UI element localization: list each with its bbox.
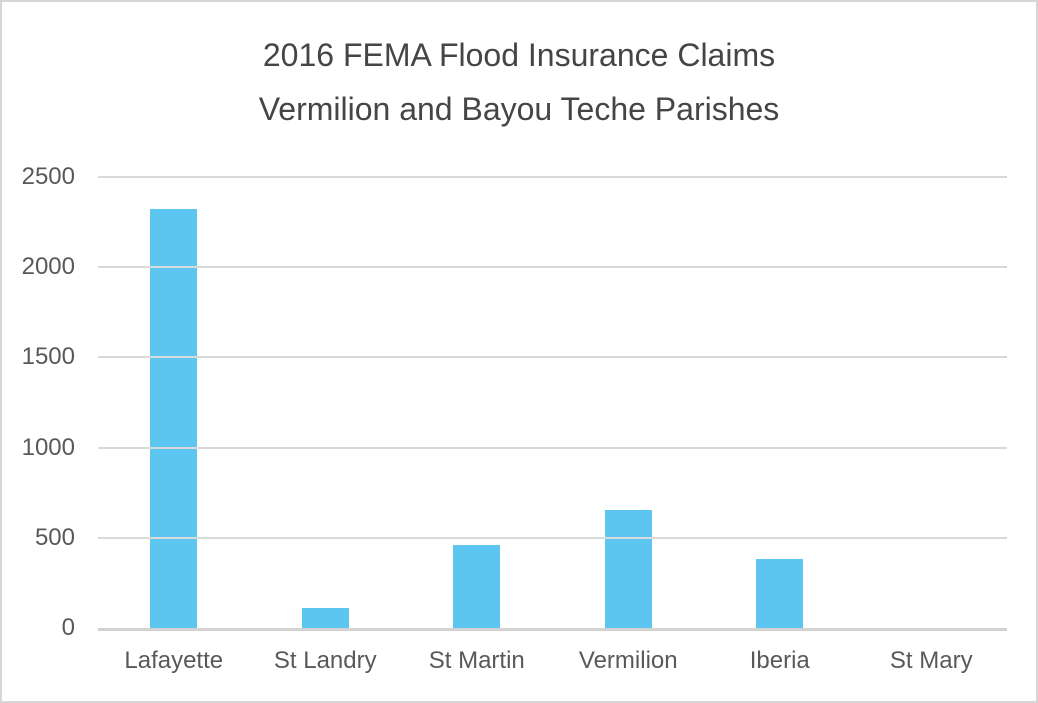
bar-slot (250, 177, 402, 628)
chart-title-line-2: Vermilion and Bayou Teche Parishes (258, 91, 780, 127)
x-axis-line (98, 628, 1007, 631)
x-axis: Lafayette St Landry St Martin Vermilion Iber… (98, 646, 1007, 676)
gridline (98, 266, 1007, 269)
bar-slot (98, 177, 250, 628)
plot-area (98, 176, 1007, 631)
x-tick-label: Lafayette (124, 647, 224, 674)
bar-vermilion (604, 509, 652, 628)
chart-title: 2016 FEMA Flood Insurance Claims Vermili… (2, 28, 1036, 136)
x-tick-label: St Landry (273, 647, 377, 674)
bar-slot (553, 177, 705, 628)
y-tick-label: 0 (61, 614, 75, 641)
gridline (98, 536, 1007, 539)
chart-title-line-1: 2016 FEMA Flood Insurance Claims (262, 37, 776, 73)
bar-iberia (756, 558, 804, 628)
x-tick-label: St Martin (428, 647, 525, 674)
y-axis: 0 500 1000 1500 2000 2500 (2, 163, 75, 641)
bar-st-martin (453, 545, 501, 628)
gridline (98, 446, 1007, 449)
y-tick-label: 2000 (21, 253, 75, 281)
bar-slot (401, 177, 553, 628)
y-tick-label: 1500 (21, 343, 75, 371)
y-tick-label: 1000 (21, 433, 75, 461)
x-tick-label: Iberia (749, 647, 810, 674)
y-tick-label: 500 (34, 523, 75, 551)
bar-lafayette (150, 208, 198, 628)
gridline (98, 176, 1007, 178)
bar-slot (856, 177, 1008, 628)
x-tick-label: St Mary (889, 647, 973, 674)
y-tick-label: 2500 (21, 163, 75, 190)
bar-slot (704, 177, 856, 628)
x-tick-label: Vermilion (578, 647, 678, 674)
bar-st-landry (301, 608, 349, 628)
bar-series (98, 177, 1007, 628)
gridline (98, 356, 1007, 359)
